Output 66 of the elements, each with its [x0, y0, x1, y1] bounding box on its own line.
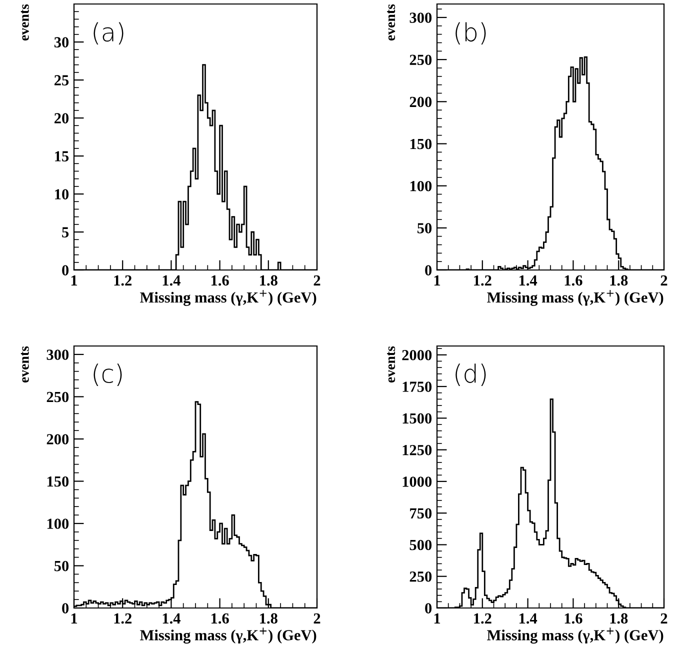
y-tick-label: 250 [410, 54, 432, 66]
y-tick-label: 50 [54, 560, 69, 572]
x-axis-title: Missing mass (γ,K$^{+}$) (GeV) [487, 290, 664, 306]
x-tick-label: 2 [314, 275, 320, 286]
y-tick-label: 1250 [402, 444, 432, 456]
x-tick-label: 1 [71, 275, 78, 286]
y-tick-label: 30 [54, 37, 69, 48]
x-tick-label: 1.8 [610, 613, 628, 624]
y-tick-label: 1750 [402, 382, 432, 392]
x-tick-label: 1.6 [564, 613, 582, 624]
x-tick-label: 1 [434, 613, 440, 624]
x-axis-title: Missing mass (γ,K$^{+}$) (GeV) [487, 628, 664, 644]
x-tick-label: 1.2 [114, 275, 132, 286]
y-axis-title: events [20, 346, 29, 383]
y-tick-label: 1000 [402, 476, 432, 487]
y-tick-label: 0 [425, 603, 432, 614]
annotation: (c) [94, 364, 122, 386]
x-tick-label: 2 [660, 275, 668, 286]
x-tick-label: 1.8 [260, 613, 278, 624]
y-tick-label: 100 [47, 518, 69, 529]
x-tick-label: 1.4 [519, 613, 538, 624]
y-tick-label: 50 [417, 223, 432, 234]
x-tick-label: 2 [660, 613, 668, 624]
y-tick-label: 750 [410, 508, 432, 519]
y-tick-label: 250 [410, 572, 432, 582]
x-tick-label: 1 [434, 275, 440, 286]
x-tick-label: 1.8 [610, 275, 628, 286]
y-tick-label: 150 [410, 138, 432, 150]
y-tick-label: 0 [62, 603, 69, 614]
y-tick-label: 1500 [402, 413, 432, 424]
y-tick-label: 300 [46, 350, 69, 360]
x-tick-label: 1.4 [162, 613, 180, 624]
y-tick-label: 25 [54, 75, 69, 86]
y-tick-label: 20 [54, 113, 69, 124]
x-tick-label: 1.8 [260, 275, 278, 286]
y-tick-label: 500 [410, 540, 432, 550]
x-axis-title: Missing mass (γ,K$^{+}$) (GeV) [140, 290, 316, 306]
y-tick-label: 150 [47, 476, 69, 487]
y-axis-title: events [387, 4, 396, 41]
y-tick-label: 0 [425, 265, 432, 276]
y-tick-label: 2000 [402, 350, 432, 360]
y-tick-label: 15 [55, 151, 69, 162]
y-tick-label: 10 [55, 189, 69, 200]
x-axis-title: Missing mass (γ,K$^{+}$) (GeV) [140, 628, 316, 644]
x-tick-label: 1.2 [114, 613, 132, 624]
x-tick-label: 2 [314, 613, 320, 624]
y-tick-label: 200 [410, 96, 432, 108]
y-tick-label: 200 [46, 434, 69, 444]
y-tick-label: 250 [46, 392, 69, 402]
annotation: (b) [456, 22, 486, 45]
x-tick-label: 1.6 [564, 275, 582, 286]
annotation: (a) [94, 22, 124, 45]
x-tick-label: 1 [71, 613, 78, 624]
x-tick-label: 1.4 [162, 275, 180, 286]
y-axis-title: events [387, 346, 396, 383]
y-tick-label: 300 [410, 12, 432, 23]
x-tick-label: 1.2 [474, 275, 492, 286]
x-tick-label: 1.6 [211, 275, 229, 286]
y-axis-title: events [20, 4, 29, 41]
y-tick-label: 5 [62, 227, 69, 238]
annotation: (d) [456, 364, 486, 386]
x-tick-label: 1.4 [519, 275, 538, 286]
x-tick-label: 1.2 [474, 613, 492, 624]
y-tick-label: 100 [410, 180, 432, 192]
x-tick-label: 1.6 [211, 613, 229, 624]
y-tick-label: 0 [62, 265, 69, 276]
